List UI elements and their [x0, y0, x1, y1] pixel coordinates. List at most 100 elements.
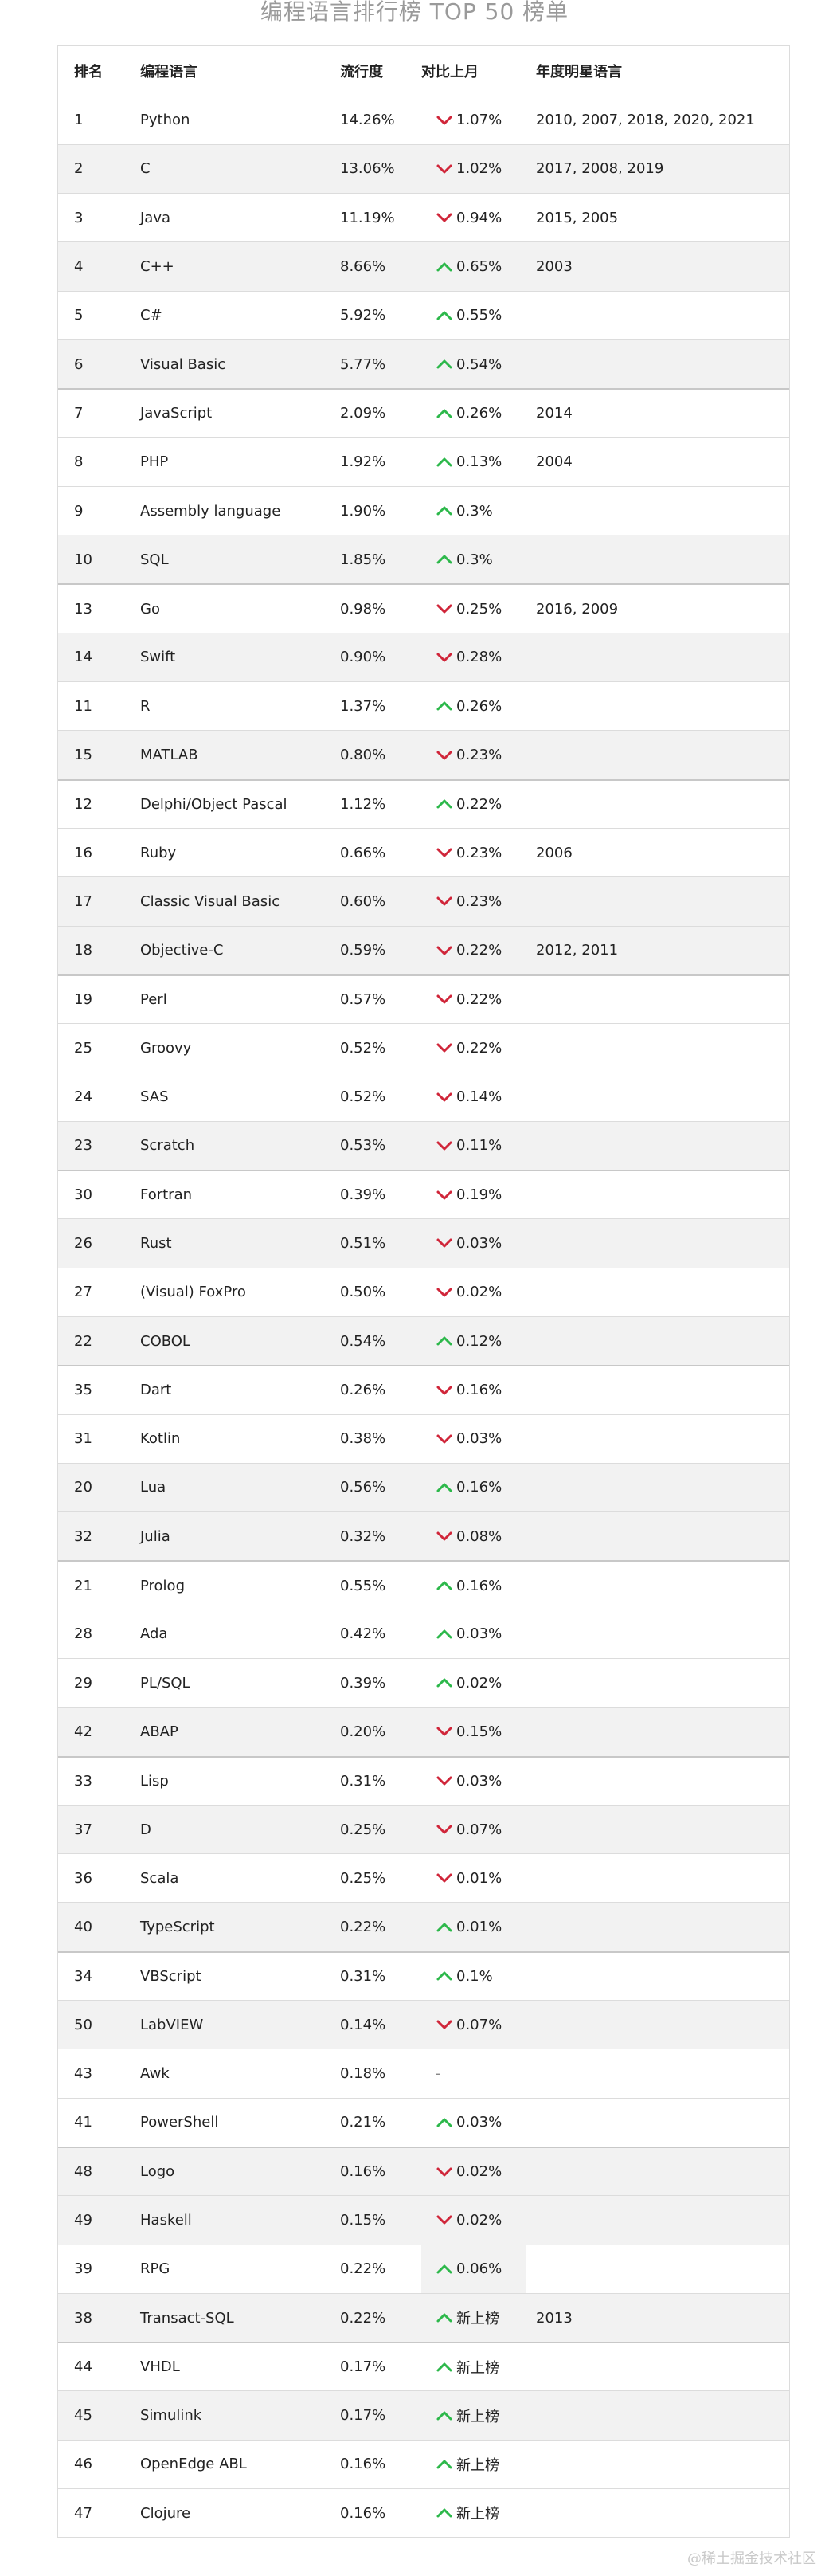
- table-row: 3 Java 11.19% 0.94% 2015, 2005: [58, 193, 789, 241]
- popularity-cell: 0.52%: [340, 1039, 386, 1057]
- language-cell: Lisp: [140, 1772, 169, 1790]
- arrow-down-icon: [436, 163, 453, 174]
- popularity-cell: 1.92%: [340, 453, 386, 471]
- change-cell: 0.65%: [421, 242, 526, 290]
- arrow-down-icon: [436, 652, 453, 663]
- arrow-up-icon: [436, 1335, 453, 1347]
- change-value: 0.22%: [456, 942, 502, 959]
- arrow-down-icon: [436, 1872, 453, 1884]
- change-value: 新上榜: [456, 2359, 499, 2377]
- change-cell: -: [421, 2049, 526, 2097]
- rank-cell: 38: [74, 2309, 92, 2327]
- language-cell: Python: [140, 112, 190, 129]
- popularity-cell: 0.22%: [340, 2309, 386, 2327]
- table-body: 1 Python 14.26% 1.07% 2010, 2007, 2018, 2020…: [58, 95, 789, 2538]
- change-value: 0.07%: [456, 2016, 502, 2033]
- change-value: -: [436, 2065, 441, 2083]
- language-cell: Rust: [140, 1234, 172, 1252]
- language-cell: Clojure: [140, 2504, 191, 2522]
- rank-cell: 13: [74, 600, 92, 618]
- table-row: 42 ABAP 0.20% 0.15%: [58, 1707, 789, 1756]
- popularity-cell: 0.17%: [340, 2407, 386, 2425]
- language-cell: Julia: [140, 1527, 170, 1545]
- change-cell: 0.03%: [421, 1219, 526, 1267]
- popularity-cell: 0.16%: [340, 2456, 386, 2473]
- popularity-cell: 0.14%: [340, 2016, 386, 2033]
- table-row: 31 Kotlin 0.38% 0.03%: [58, 1413, 789, 1463]
- language-cell: ABAP: [140, 1723, 178, 1740]
- popularity-cell: 0.55%: [340, 1577, 386, 1594]
- language-cell: PHP: [140, 453, 169, 471]
- change-cell: 新上榜: [421, 2294, 526, 2342]
- change-cell: 1.02%: [421, 145, 526, 193]
- language-cell: JavaScript: [140, 405, 213, 422]
- language-cell: SAS: [140, 1088, 169, 1106]
- table-row: 8 PHP 1.92% 0.13% 2004: [58, 437, 789, 486]
- change-value: 新上榜: [456, 2456, 499, 2474]
- star-years-cell: 2014: [536, 405, 573, 422]
- change-value: 0.22%: [456, 1039, 502, 1057]
- language-cell: Lua: [140, 1479, 166, 1496]
- change-value: 0.16%: [456, 1479, 502, 1496]
- table-row: 5 C# 5.92% 0.55%: [58, 290, 789, 339]
- table-row: 28 Ada 0.42% 0.03%: [58, 1609, 789, 1658]
- language-cell: RPG: [140, 2260, 170, 2278]
- table-row: 45 Simulink 0.17% 新上榜: [58, 2390, 789, 2440]
- popularity-cell: 0.98%: [340, 600, 386, 618]
- language-cell: Swift: [140, 649, 176, 666]
- change-value: 0.16%: [456, 1577, 502, 1594]
- change-cell: 0.26%: [421, 682, 526, 730]
- rank-cell: 16: [74, 844, 92, 861]
- change-cell: 0.07%: [421, 2001, 526, 2049]
- change-cell: 0.01%: [421, 1903, 526, 1951]
- popularity-cell: 0.26%: [340, 1382, 386, 1399]
- popularity-cell: 0.25%: [340, 1821, 386, 1838]
- popularity-cell: 14.26%: [340, 112, 395, 129]
- change-cell: 0.23%: [421, 829, 526, 876]
- popularity-cell: 13.06%: [340, 160, 395, 178]
- popularity-cell: 0.39%: [340, 1674, 386, 1692]
- popularity-cell: 0.39%: [340, 1186, 386, 1204]
- language-cell: C: [140, 160, 151, 178]
- table-row: 34 VBScript 0.31% 0.1%: [58, 1951, 789, 2000]
- table-row: 44 VHDL 0.17% 新上榜: [58, 2342, 789, 2390]
- arrow-up-icon: [436, 1970, 453, 1982]
- change-value: 0.02%: [456, 2163, 502, 2181]
- popularity-cell: 0.42%: [340, 1625, 386, 1643]
- rank-cell: 14: [74, 649, 92, 666]
- language-cell: Scratch: [140, 1137, 195, 1155]
- language-cell: Scala: [140, 1869, 179, 1887]
- table-row: 36 Scala 0.25% 0.01%: [58, 1853, 789, 1902]
- language-cell: PowerShell: [140, 2114, 219, 2131]
- popularity-cell: 5.77%: [340, 355, 386, 373]
- popularity-cell: 0.21%: [340, 2114, 386, 2131]
- change-cell: 0.16%: [421, 1366, 526, 1413]
- rank-cell: 15: [74, 747, 92, 763]
- star-years-cell: 2013: [536, 2309, 573, 2327]
- rank-cell: 49: [74, 2211, 92, 2229]
- table-row: 10 SQL 1.85% 0.3%: [58, 535, 789, 584]
- arrow-down-icon: [436, 115, 453, 126]
- rank-cell: 43: [74, 2065, 92, 2083]
- language-cell: PL/SQL: [140, 1674, 190, 1692]
- table-row: 40 TypeScript 0.22% 0.01%: [58, 1902, 789, 1951]
- arrow-down-icon: [436, 1775, 453, 1786]
- popularity-cell: 0.25%: [340, 1869, 386, 1887]
- header-popularity: 流行度: [340, 63, 383, 80]
- rank-cell: 22: [74, 1332, 92, 1350]
- language-cell: C++: [140, 258, 174, 276]
- change-value: 0.03%: [456, 2114, 502, 2131]
- arrow-up-icon: [436, 554, 453, 565]
- table-row: 18 Objective-C 0.59% 0.22% 2012, 2011: [58, 925, 789, 974]
- rank-cell: 39: [74, 2260, 92, 2278]
- table-row: 39 RPG 0.22% 0.06%: [58, 2244, 789, 2293]
- change-value: 0.13%: [456, 453, 502, 471]
- rank-cell: 18: [74, 942, 92, 959]
- change-cell: 0.03%: [421, 1415, 526, 1463]
- change-value: 0.55%: [456, 307, 502, 324]
- arrow-up-icon: [436, 2362, 453, 2373]
- change-cell: 新上榜: [421, 2489, 526, 2537]
- arrow-down-icon: [436, 1140, 453, 1151]
- popularity-cell: 0.32%: [340, 1527, 386, 1545]
- table-row: 23 Scratch 0.53% 0.11%: [58, 1120, 789, 1170]
